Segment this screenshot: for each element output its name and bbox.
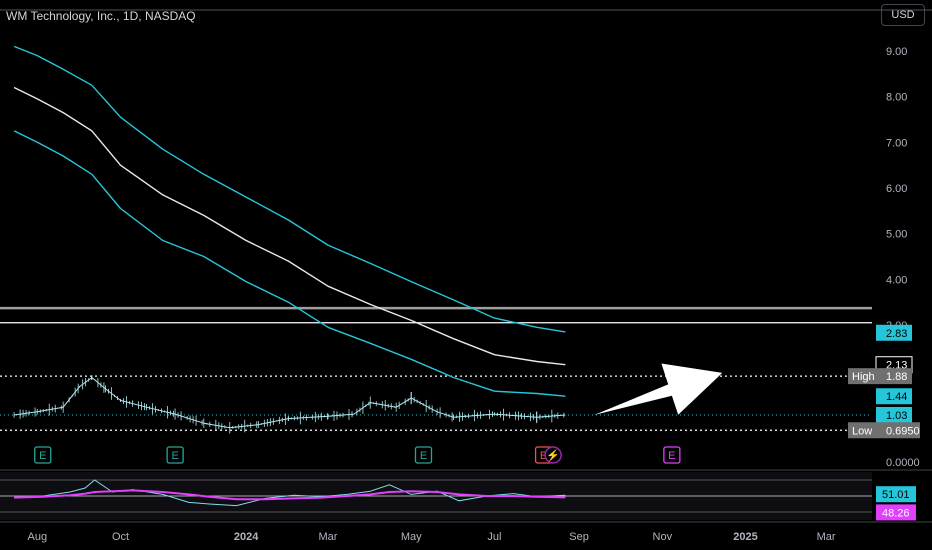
earnings-event-icon — [414, 446, 433, 464]
x-tick-label: 2025 — [733, 531, 757, 543]
x-tick-label: Mar — [318, 531, 337, 543]
series-upper-band — [13, 45, 566, 333]
price-label-box — [876, 388, 912, 405]
x-tick-label: 2024 — [234, 531, 259, 543]
price-label-box — [876, 406, 912, 423]
y-tick-label: 6.00 — [886, 183, 907, 195]
annotation-arrow — [594, 363, 723, 415]
event-glyph: E — [668, 450, 675, 462]
split-event-icon — [544, 446, 562, 464]
rsi-label-box — [876, 486, 916, 503]
event-glyph: E — [171, 450, 178, 462]
axes: 9.008.007.006.005.004.002.000.00002.832.… — [28, 46, 920, 543]
rsi-label-box — [876, 504, 916, 521]
price-tag-text: High — [852, 371, 875, 383]
rsi-label-text: 51.01 — [882, 489, 910, 501]
y-tick-label: 8.00 — [886, 92, 907, 104]
x-tick-label: Mar — [817, 531, 836, 543]
price-label-box — [876, 324, 912, 341]
y-tick-label: 9.00 — [886, 46, 907, 58]
rsi-pane — [0, 469, 932, 523]
y-tick-label: 7.00 — [886, 137, 907, 149]
event-glyph: ⚡ — [546, 449, 560, 462]
rsi-label-text: 48.26 — [882, 507, 910, 519]
price-label-box — [876, 422, 920, 439]
event-glyph: E — [540, 450, 547, 462]
series-price — [14, 377, 566, 429]
price-label-text: 1.88 — [886, 371, 907, 383]
price-tag-box — [848, 422, 876, 439]
earnings-event-icon — [34, 446, 52, 464]
x-tick-label: May — [401, 531, 422, 543]
price-tag-box — [848, 368, 876, 385]
x-tick-label: Nov — [653, 531, 673, 543]
rsi-line — [14, 479, 566, 507]
earnings-event-icon — [166, 446, 184, 464]
price-label-text: 0.6950 — [886, 425, 920, 437]
main-pane: E E E E ⚡ E — [0, 9, 932, 464]
y-tick-label: 4.00 — [886, 274, 907, 286]
price-label-text: 2.83 — [886, 328, 907, 340]
event-glyph: E — [420, 450, 427, 462]
y-tick-label: 5.00 — [886, 229, 907, 241]
x-tick-label: Aug — [28, 531, 48, 543]
rsi-ma-line — [14, 489, 566, 501]
price-label-box — [876, 368, 912, 385]
event-glyph: E — [39, 450, 46, 462]
x-tick-label: Oct — [112, 531, 129, 543]
series-lower-band — [13, 130, 566, 397]
y-tick-label: 0.0000 — [886, 457, 920, 469]
future-earnings-event-icon — [663, 446, 681, 464]
price-label-text: 1.03 — [886, 410, 907, 422]
price-tag-text: Low — [852, 425, 872, 437]
x-tick-label: Jul — [487, 531, 501, 543]
price-label-text: 1.44 — [886, 391, 907, 403]
series-middle-line — [13, 86, 566, 366]
symbol-title: WM Technology, Inc., 1D, NASDAQ — [6, 9, 196, 23]
x-tick-label: Sep — [569, 531, 589, 543]
